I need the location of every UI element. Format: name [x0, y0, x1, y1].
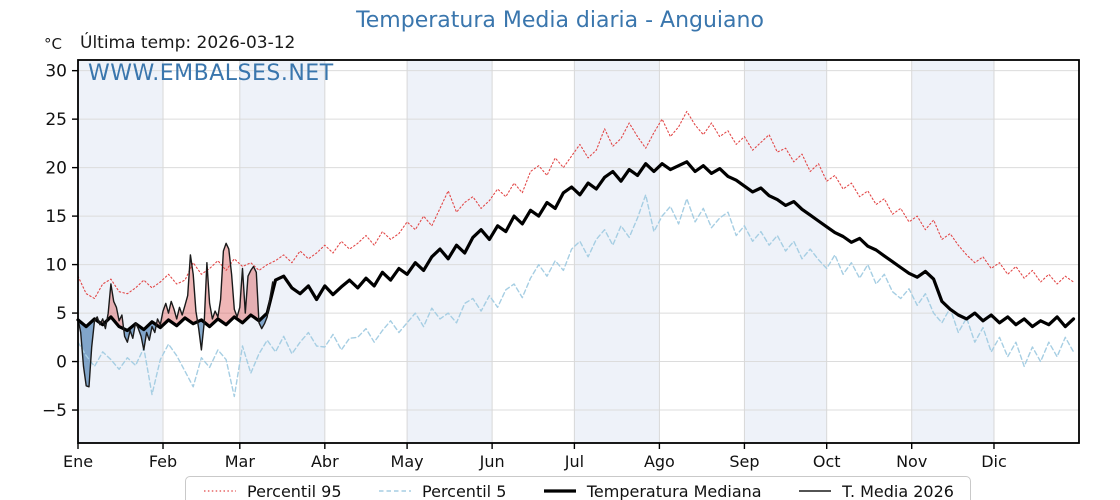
- legend-label: Percentil 95: [247, 481, 342, 500]
- percentil-5-line-swatch: [379, 490, 412, 492]
- svg-text:20: 20: [45, 159, 67, 179]
- svg-text:0: 0: [56, 353, 67, 373]
- svg-text:10: 10: [45, 256, 67, 276]
- percentil-95-line-swatch: [204, 490, 236, 492]
- legend-label: Temperatura Mediana: [586, 481, 762, 500]
- svg-text:Abr: Abr: [311, 452, 339, 471]
- svg-text:Mar: Mar: [225, 452, 256, 471]
- svg-text:Ene: Ene: [63, 452, 93, 471]
- svg-text:−5: −5: [42, 401, 67, 421]
- media-2026-line-swatch: [799, 490, 832, 492]
- last-temp-label: Última temp: 2026-03-12: [80, 33, 296, 53]
- svg-text:Dic: Dic: [981, 452, 1007, 471]
- svg-text:Feb: Feb: [149, 452, 177, 471]
- legend-item-percentil-5: Percentil 5: [377, 482, 506, 500]
- svg-text:5: 5: [56, 304, 67, 324]
- svg-text:15: 15: [45, 207, 67, 227]
- svg-text:May: May: [391, 452, 424, 471]
- page-title: Temperatura Media diaria - Anguiano: [356, 8, 764, 33]
- svg-text:25: 25: [45, 110, 67, 130]
- legend-label: T. Media 2026: [842, 481, 954, 500]
- svg-text:Sep: Sep: [729, 452, 759, 471]
- legend: Percentil 95 Percentil 5 Temperatura Med…: [185, 476, 971, 500]
- mediana-line-swatch: [543, 489, 576, 493]
- svg-text:Oct: Oct: [813, 452, 841, 471]
- watermark: WWW.EMBALSES.NET: [88, 61, 334, 86]
- svg-text:Jun: Jun: [479, 452, 505, 471]
- svg-text:30: 30: [45, 62, 67, 82]
- legend-item-media-2026: T. Media 2026: [797, 482, 954, 500]
- y-axis-unit-label: °C: [44, 35, 62, 53]
- svg-text:Nov: Nov: [896, 452, 927, 471]
- legend-item-mediana: Temperatura Mediana: [542, 482, 762, 500]
- svg-text:Jul: Jul: [564, 452, 584, 471]
- legend-label: Percentil 5: [422, 481, 507, 500]
- legend-item-percentil-95: Percentil 95: [202, 482, 342, 500]
- svg-text:Ago: Ago: [644, 452, 675, 471]
